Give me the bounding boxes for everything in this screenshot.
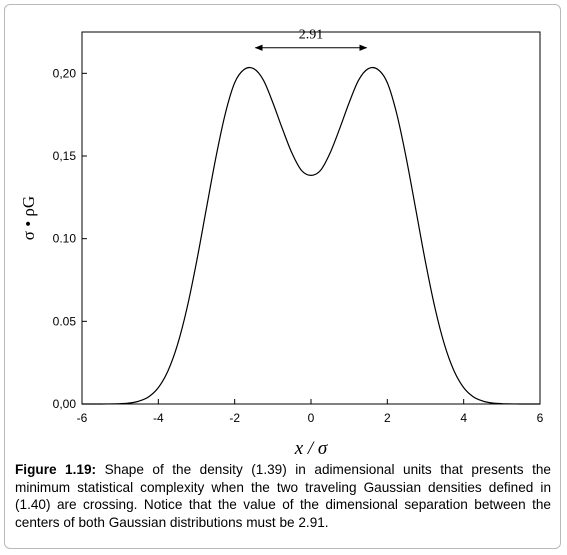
separation-label: 2.91 [299, 28, 324, 43]
x-tick-label: 0 [308, 411, 315, 425]
figure-frame [4, 4, 561, 549]
figure-caption: Figure 1.19: Shape of the density (1.39)… [15, 461, 551, 531]
x-tick-label: 6 [537, 411, 544, 425]
y-tick-label: 0,15 [53, 149, 77, 163]
caption-text: Shape of the density (1.39) in adimensio… [15, 462, 551, 530]
density-curve [81, 66, 541, 405]
x-axis-title: x / σ [294, 438, 328, 459]
y-tick-label: 0,00 [53, 397, 77, 411]
y-tick-label: 0.05 [53, 314, 77, 328]
x-tick-label: -6 [77, 411, 88, 425]
plot-frame [81, 31, 541, 405]
x-tick-label: -2 [229, 411, 240, 425]
y-tick-label: 0,20 [53, 66, 77, 80]
y-axis-title: σ • ρG [19, 196, 38, 240]
x-tick-label: 2 [384, 411, 391, 425]
x-tick-label: -4 [153, 411, 164, 425]
x-tick-label: 4 [460, 411, 467, 425]
caption-label: Figure 1.19: [15, 462, 97, 477]
x-axis-ticks: -6 -4 -2 0 2 4 6 [77, 399, 544, 425]
density-chart: -6 -4 -2 0 2 4 6 0,00 0.05 0.10 0,15 0,20 2.91 x /… [19, 28, 544, 459]
y-axis-ticks: 0,00 0.05 0.10 0,15 0,20 [53, 66, 87, 411]
y-tick-label: 0.10 [53, 232, 77, 246]
